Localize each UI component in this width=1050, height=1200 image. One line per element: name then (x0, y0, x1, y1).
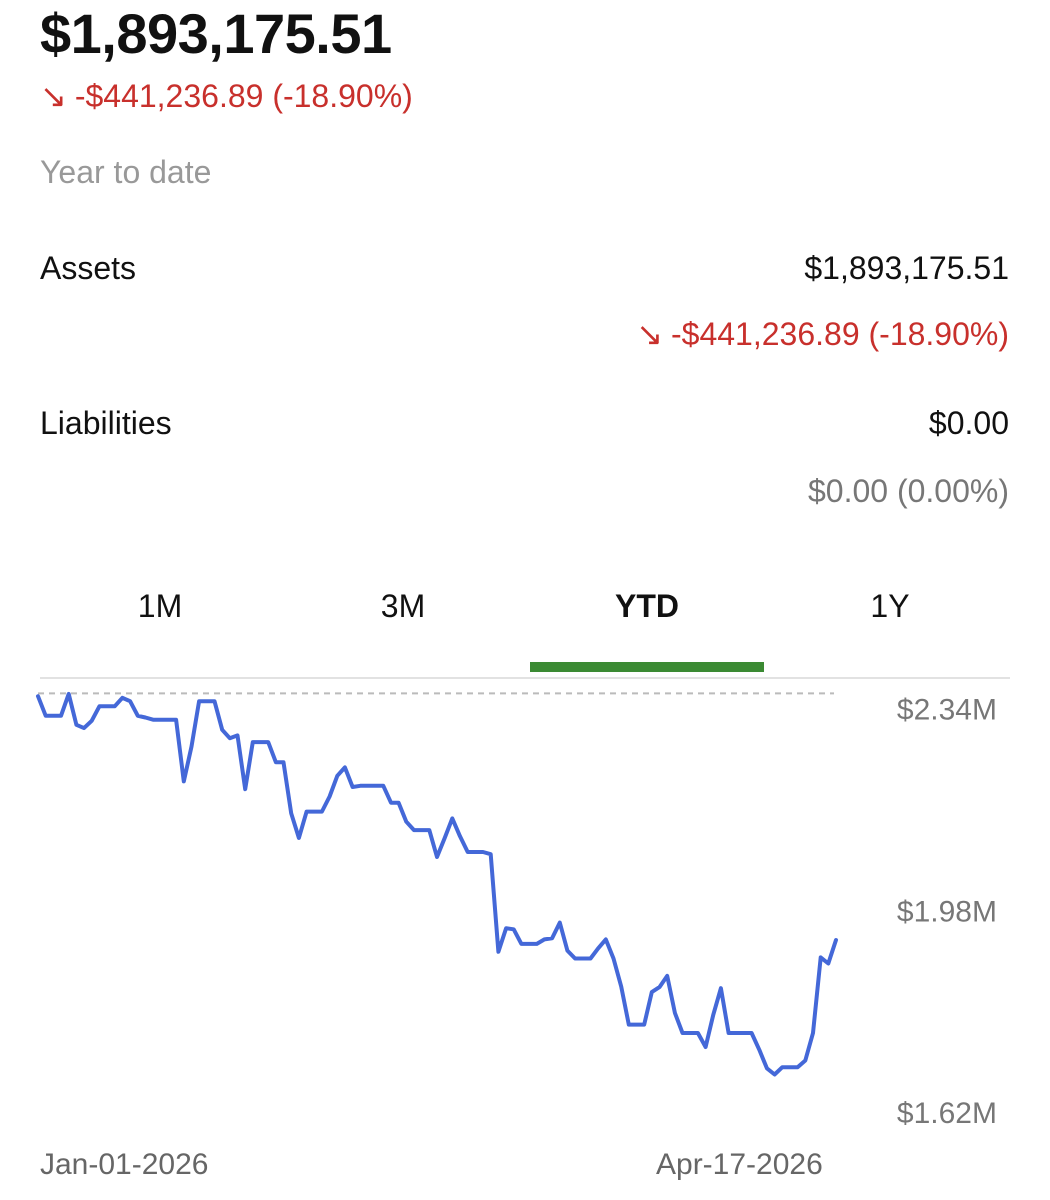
x-label-start: Jan-01-2026 (40, 1148, 209, 1181)
y-tick-label: $2.34M (897, 694, 997, 727)
net-worth-change: ↘ -$441,236.89 (-18.90%) (40, 76, 413, 116)
y-tick-label: $1.62M (897, 1097, 997, 1130)
net-worth-chart: $2.34M $1.98M $1.62M (36, 691, 997, 1130)
net-worth-change-value: -$441,236.89 (-18.90%) (74, 78, 413, 114)
liabilities-label: Liabilities (40, 405, 172, 441)
down-arrow-icon: ↘ (636, 316, 663, 352)
liabilities-change: $0.00 (0.00%) (807, 473, 1009, 509)
tab-1m[interactable]: 1M (137, 588, 183, 624)
assets-change: ↘ -$441,236.89 (-18.90%) (636, 314, 1009, 354)
tab-ytd[interactable]: YTD (615, 588, 679, 624)
assets-change-value: -$441,236.89 (-18.90%) (671, 316, 1009, 352)
x-label-end: Apr-17-2026 (656, 1148, 823, 1181)
net-worth-series-line (36, 691, 838, 1077)
net-worth-total: $1,893,175.51 (40, 2, 392, 65)
assets-value: $1,893,175.51 (804, 250, 1009, 286)
tab-1y[interactable]: 1Y (870, 588, 910, 624)
tab-divider (40, 677, 1010, 679)
liabilities-value: $0.00 (928, 405, 1009, 441)
y-tick-label: $1.98M (897, 895, 997, 928)
tab-3m[interactable]: 3M (380, 588, 426, 624)
assets-label: Assets (40, 250, 137, 286)
down-arrow-icon: ↘ (40, 78, 67, 114)
period-label: Year to date (40, 154, 212, 190)
active-tab-indicator (530, 662, 764, 672)
